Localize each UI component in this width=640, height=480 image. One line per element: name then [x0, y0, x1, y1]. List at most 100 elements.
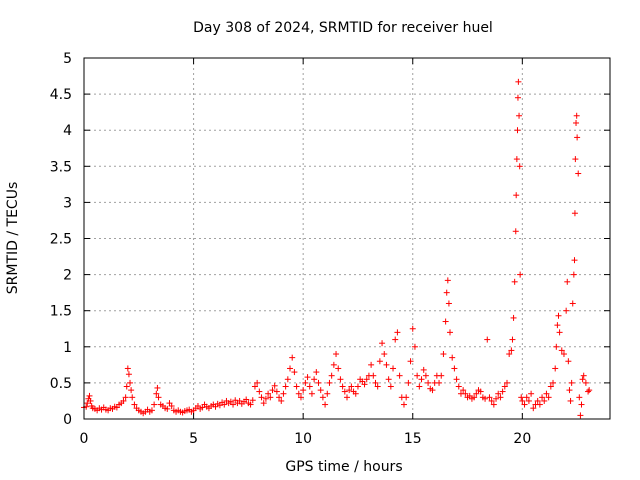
data-point — [324, 390, 331, 397]
x-tick-label: 15 — [404, 431, 422, 447]
data-point — [319, 394, 326, 401]
data-point — [449, 354, 456, 361]
data-point — [383, 361, 390, 368]
data-point — [422, 372, 429, 379]
data-point — [306, 383, 313, 390]
data-point — [443, 289, 450, 296]
data-point — [553, 343, 560, 350]
data-point — [164, 405, 171, 412]
y-tick-label: 4 — [63, 123, 72, 139]
y-tick-label: 2.5 — [50, 232, 72, 248]
data-point — [254, 379, 261, 386]
data-point — [511, 278, 518, 285]
data-point — [451, 365, 458, 372]
data-point — [576, 394, 583, 401]
data-point — [341, 388, 348, 395]
data-point — [123, 383, 130, 390]
data-point — [447, 329, 454, 336]
data-point — [346, 387, 353, 394]
y-tick-label: 4.5 — [50, 87, 72, 103]
data-point — [374, 383, 381, 390]
data-point — [545, 394, 552, 401]
data-point — [514, 127, 521, 134]
data-point — [416, 383, 423, 390]
data-point — [315, 379, 322, 386]
data-point — [580, 372, 587, 379]
x-tick-label: 10 — [294, 431, 312, 447]
data-point — [586, 387, 593, 394]
data-point — [510, 314, 517, 321]
data-point — [571, 210, 578, 217]
data-point — [445, 300, 452, 307]
data-point — [354, 383, 361, 390]
data-point — [278, 397, 285, 404]
data-point — [555, 312, 562, 319]
data-point — [442, 318, 449, 325]
data-point — [484, 336, 491, 343]
data-point — [512, 228, 519, 235]
data-point — [519, 397, 526, 404]
data-point — [403, 394, 410, 401]
data-point — [578, 401, 585, 408]
x-tick-label: 0 — [80, 431, 89, 447]
data-point — [518, 394, 525, 401]
y-tick-label: 5 — [63, 51, 72, 67]
data-point — [337, 376, 344, 383]
data-point — [495, 390, 502, 397]
data-point — [420, 366, 427, 373]
data-point — [370, 372, 377, 379]
grid — [84, 58, 610, 419]
data-point — [284, 376, 291, 383]
data-point — [488, 397, 495, 404]
data-point — [453, 376, 460, 383]
data-point — [455, 383, 462, 390]
data-point — [295, 390, 302, 397]
data-point — [572, 156, 579, 163]
chart-title: Day 308 of 2024, SRMTID for receiver hue… — [193, 20, 493, 36]
data-point — [513, 192, 520, 199]
data-point — [372, 379, 379, 386]
data-point — [125, 371, 132, 378]
data-point — [573, 112, 580, 119]
data-point — [363, 376, 370, 383]
y-tick-label: 2 — [63, 268, 72, 284]
data-point — [291, 369, 298, 376]
data-point — [506, 351, 513, 358]
data-point — [271, 382, 278, 389]
data-point — [525, 397, 532, 404]
data-point — [151, 401, 158, 408]
data-point — [392, 336, 399, 343]
x-tick-labels: 0 5 10 15 20 — [80, 431, 532, 447]
data-point — [425, 379, 432, 386]
data-point — [260, 400, 267, 407]
data-point — [571, 257, 578, 264]
data-point — [516, 112, 523, 119]
x-tick-label: 5 — [189, 431, 198, 447]
data-point — [517, 271, 524, 278]
data-point — [335, 365, 342, 372]
data-point — [251, 383, 258, 390]
data-point — [569, 300, 576, 307]
data-point — [265, 390, 272, 397]
y-axis-label: SRMTID / TECUs — [5, 182, 21, 295]
data-point — [86, 392, 93, 399]
data-point — [560, 351, 567, 358]
data-point — [276, 394, 283, 401]
data-point — [514, 94, 521, 101]
data-point — [438, 372, 445, 379]
y-tick-label: 0.5 — [50, 376, 72, 392]
data-point — [381, 351, 388, 358]
data-point — [153, 390, 160, 397]
data-point — [394, 329, 401, 336]
data-point — [84, 400, 91, 407]
data-point — [556, 329, 563, 336]
data-point — [168, 403, 175, 410]
data-point — [122, 394, 129, 401]
y-tick-label: 3 — [63, 195, 72, 211]
data-point — [348, 383, 355, 390]
data-point — [528, 390, 535, 397]
data-point — [577, 412, 584, 419]
y-tick-label: 1 — [63, 340, 72, 356]
plot-frame — [83, 57, 611, 420]
